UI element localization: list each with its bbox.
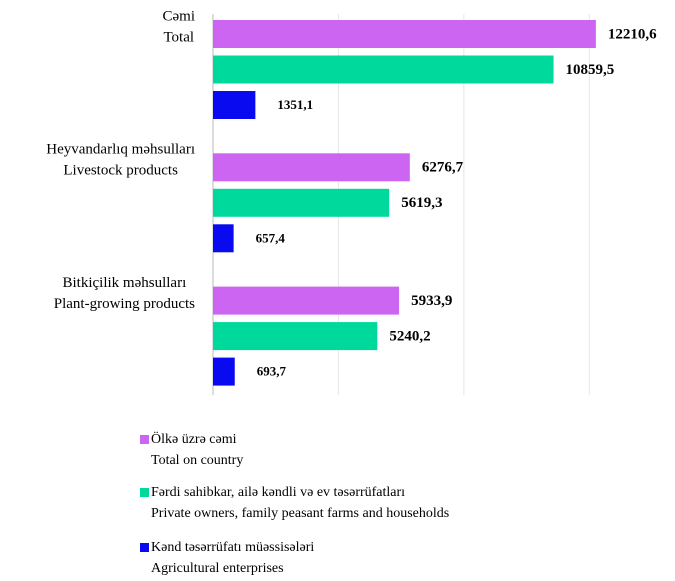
value-label: 10859,5 (566, 62, 615, 78)
legend-swatch (140, 488, 149, 497)
legend-label: Total on country (151, 453, 243, 468)
legend-label: Private owners, family peasant farms and… (151, 506, 449, 521)
value-label: 657,4 (256, 230, 286, 245)
category-label: Total (163, 29, 194, 45)
legend-label: Ölkə üzrə cəmi (151, 430, 237, 447)
bar (213, 188, 390, 217)
value-label: 5619,3 (401, 195, 442, 211)
category-label: Bitkiçilik məhsulları (63, 275, 187, 291)
category-label: Heyvandarlıq məhsulları (46, 142, 195, 158)
bar (213, 20, 596, 48)
legend-swatch (140, 543, 149, 552)
category-label: Plant-growing products (54, 296, 195, 312)
bar (213, 153, 410, 182)
bar (213, 224, 234, 253)
legend-label: Kənd təsərrüfatı müəssisələri (151, 540, 314, 555)
category-label: Cəmi (163, 8, 196, 24)
value-label: 1351,1 (277, 97, 313, 112)
bar (213, 91, 256, 119)
value-label: 693,7 (257, 364, 287, 379)
value-label: 12210,6 (608, 26, 657, 42)
legend-label: Agricultural enterprises (151, 561, 284, 576)
category-label: Livestock products (63, 163, 178, 179)
bar (213, 357, 235, 386)
legend-label: Fərdi sahibkar, ailə kəndli və ev təsərr… (151, 485, 405, 500)
legend-swatch (140, 435, 149, 444)
value-label: 6276,7 (422, 160, 464, 176)
bar (213, 55, 554, 84)
bar (213, 322, 378, 351)
bar (213, 286, 400, 315)
value-label: 5240,2 (389, 329, 430, 345)
value-label: 5933,9 (411, 293, 452, 309)
